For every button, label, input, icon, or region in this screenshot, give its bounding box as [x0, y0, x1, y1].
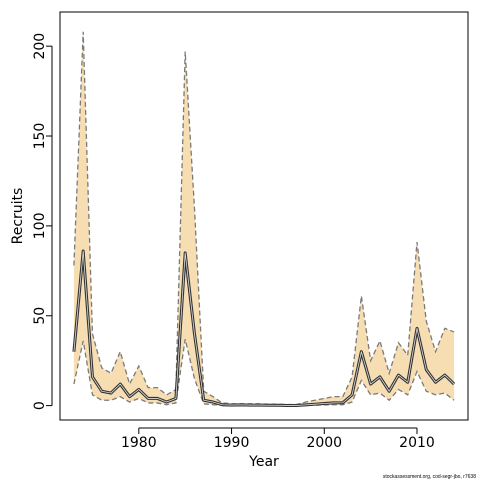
- estimate-line-layer: [72, 249, 456, 407]
- x-tick-label-1990: 1990: [214, 435, 250, 451]
- x-axis-title: Year: [248, 454, 279, 470]
- y-tick-label-100: 100: [32, 213, 48, 240]
- y-axis-title: Recruits: [10, 188, 26, 245]
- x-tick-label-2000: 2000: [306, 435, 342, 451]
- x-tick-label-2010: 2010: [399, 435, 435, 451]
- y-tick-label-200: 200: [32, 33, 48, 60]
- footnote: stockassessment.org, cod-segr-jbo, r7638: [383, 474, 476, 480]
- upper-bound-line: [73, 31, 455, 406]
- y-tick-label-0: 0: [32, 401, 48, 410]
- estimate-line-highlight: [73, 250, 455, 406]
- y-tick-label-50: 50: [32, 307, 48, 325]
- x-tick-label-1980: 1980: [121, 435, 157, 451]
- plot-frame: [59, 11, 469, 421]
- y-tick-label-150: 150: [32, 123, 48, 150]
- y-axis: 0 50 100 150 200: [32, 33, 53, 410]
- confidence-bounds-layer: [73, 31, 455, 407]
- confidence-band-layer: [73, 31, 455, 406]
- confidence-band: [73, 31, 455, 406]
- x-axis: 1980 1990 2000 2010: [121, 427, 435, 451]
